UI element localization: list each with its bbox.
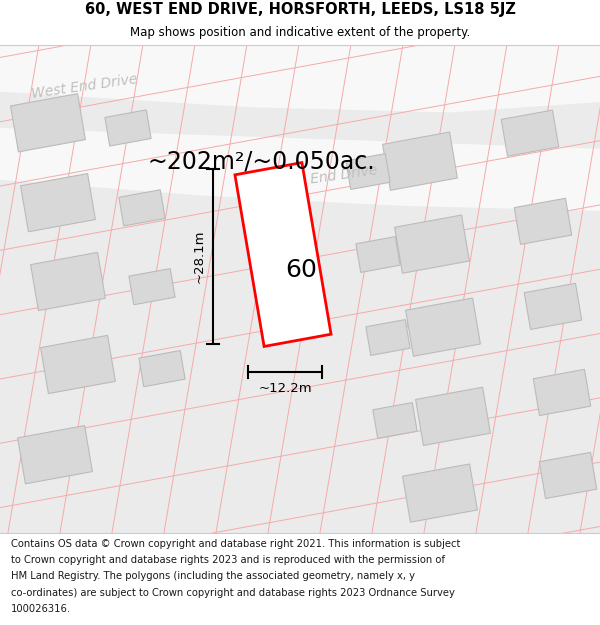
Polygon shape — [11, 94, 85, 152]
Polygon shape — [514, 198, 572, 244]
Polygon shape — [129, 269, 175, 305]
Text: ~28.1m: ~28.1m — [193, 230, 205, 283]
Polygon shape — [539, 452, 597, 499]
Polygon shape — [0, 45, 600, 112]
Polygon shape — [501, 110, 559, 156]
Polygon shape — [0, 128, 600, 211]
Polygon shape — [0, 45, 600, 532]
Text: West End Drive: West End Drive — [30, 72, 138, 101]
Polygon shape — [356, 237, 400, 272]
Text: ~12.2m: ~12.2m — [258, 382, 312, 395]
Polygon shape — [383, 132, 457, 190]
Text: Map shows position and indicative extent of the property.: Map shows position and indicative extent… — [130, 26, 470, 39]
Text: to Crown copyright and database rights 2023 and is reproduced with the permissio: to Crown copyright and database rights 2… — [11, 555, 445, 565]
Polygon shape — [119, 190, 165, 226]
Polygon shape — [403, 464, 478, 522]
Polygon shape — [105, 110, 151, 146]
Polygon shape — [395, 215, 469, 273]
Text: Contains OS data © Crown copyright and database right 2021. This information is : Contains OS data © Crown copyright and d… — [11, 539, 460, 549]
Text: 60, WEST END DRIVE, HORSFORTH, LEEDS, LS18 5JZ: 60, WEST END DRIVE, HORSFORTH, LEEDS, LS… — [85, 2, 515, 18]
Text: 60: 60 — [285, 258, 317, 282]
Text: ~202m²/~0.050ac.: ~202m²/~0.050ac. — [148, 149, 376, 173]
Polygon shape — [406, 298, 481, 356]
Polygon shape — [416, 388, 490, 446]
Polygon shape — [373, 402, 417, 438]
Polygon shape — [41, 336, 115, 394]
Polygon shape — [17, 426, 92, 484]
Polygon shape — [20, 174, 95, 232]
Text: 100026316.: 100026316. — [11, 604, 71, 614]
Text: co-ordinates) are subject to Crown copyright and database rights 2023 Ordnance S: co-ordinates) are subject to Crown copyr… — [11, 588, 455, 598]
Polygon shape — [366, 319, 410, 356]
Polygon shape — [235, 162, 331, 346]
Polygon shape — [139, 351, 185, 387]
Polygon shape — [533, 369, 591, 416]
Polygon shape — [31, 253, 106, 311]
Polygon shape — [346, 154, 390, 189]
Polygon shape — [524, 283, 582, 329]
Text: HM Land Registry. The polygons (including the associated geometry, namely x, y: HM Land Registry. The polygons (includin… — [11, 571, 415, 581]
Text: West End Drive: West End Drive — [270, 163, 378, 192]
